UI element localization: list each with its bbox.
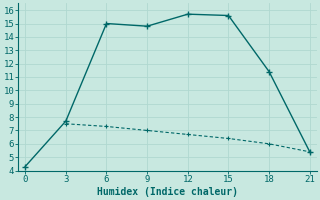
X-axis label: Humidex (Indice chaleur): Humidex (Indice chaleur) bbox=[97, 186, 238, 197]
